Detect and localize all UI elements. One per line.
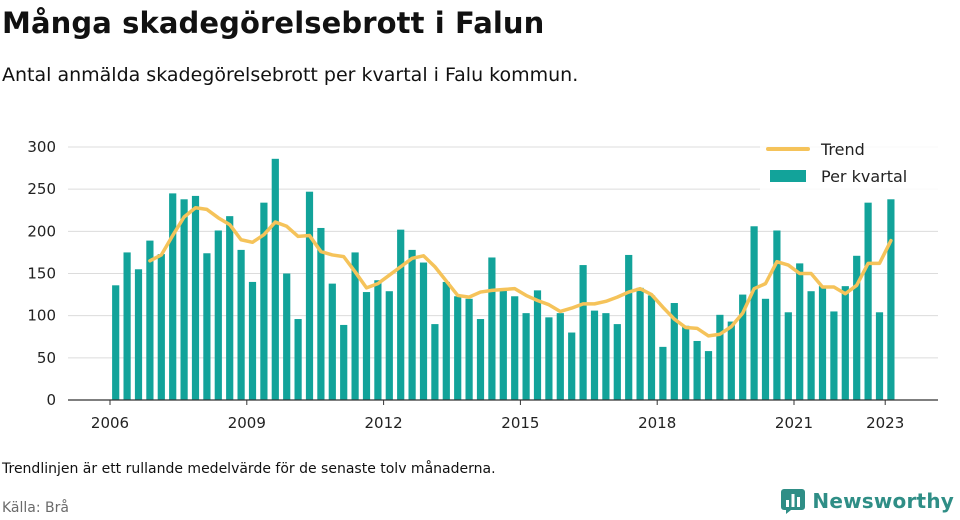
bar (191, 195, 200, 400)
bar (670, 303, 678, 400)
x-tick-label: 2021 (775, 414, 813, 432)
bar-series-per-kvartal (112, 158, 895, 400)
y-tick-label: 0 (46, 391, 56, 409)
bar (112, 285, 120, 400)
bar (636, 287, 644, 400)
bar (294, 319, 302, 400)
bar (739, 294, 747, 400)
bar (362, 292, 371, 400)
brand-name: Newsworthy (812, 489, 954, 513)
x-tick-label: 2023 (866, 414, 904, 432)
bar (283, 273, 291, 400)
bar (864, 202, 872, 400)
bar (214, 230, 222, 400)
bar (157, 254, 165, 400)
bar (146, 240, 154, 400)
bar (454, 296, 462, 400)
trend-line (148, 205, 893, 338)
bar (305, 191, 314, 400)
bar (123, 252, 131, 400)
bar (248, 281, 257, 400)
bar (590, 310, 599, 400)
chart-title: Många skadegörelsebrott i Falun (2, 6, 545, 40)
bar (568, 332, 576, 400)
bar (374, 280, 382, 400)
bar (134, 269, 143, 400)
bar (237, 249, 245, 400)
bar (488, 257, 496, 400)
bar (556, 313, 564, 400)
brand[interactable]: Newsworthy (780, 488, 954, 514)
legend-trend-label: Trend (820, 140, 865, 159)
x-tick-label: 2015 (501, 414, 539, 432)
bar-chart-logo-icon (781, 489, 806, 514)
x-tick-label: 2006 (91, 414, 129, 432)
y-tick-label: 50 (37, 349, 56, 367)
bar (385, 291, 393, 400)
bar (887, 199, 895, 400)
bar (773, 230, 781, 400)
bar (545, 317, 553, 400)
y-tick-label: 100 (27, 307, 56, 325)
bar (625, 254, 633, 400)
bar (328, 283, 336, 400)
bar (716, 314, 724, 400)
bar (169, 193, 177, 400)
bar (875, 312, 884, 400)
y-tick-label: 250 (27, 180, 56, 198)
bar (784, 312, 792, 400)
bar (613, 324, 621, 400)
bar (340, 324, 348, 400)
bar (511, 296, 519, 400)
trend-footnote: Trendlinjen är ett rullande medelvärde f… (2, 461, 496, 477)
bar (226, 216, 234, 400)
bar (203, 253, 211, 400)
bar (260, 202, 268, 400)
bar (431, 324, 439, 400)
bar (465, 298, 473, 400)
bar (647, 295, 656, 400)
x-tick-label: 2009 (228, 414, 266, 432)
bar (317, 227, 325, 400)
bar (408, 249, 416, 400)
bar (704, 351, 713, 400)
bar (419, 262, 428, 400)
bar (271, 158, 279, 400)
bar (761, 298, 770, 400)
bar (180, 199, 188, 400)
trend-line-series (148, 205, 893, 338)
bar (807, 291, 815, 400)
bar (853, 255, 861, 400)
bar (682, 325, 690, 400)
bar (579, 265, 587, 400)
bar (693, 340, 701, 400)
source-credit: Källa: Brå (2, 500, 69, 516)
bar (397, 229, 405, 400)
chart-subtitle: Antal anmälda skadegörelsebrott per kvar… (2, 64, 579, 86)
bar (659, 346, 667, 400)
bar (522, 313, 530, 400)
legend: Trend Per kvartal (760, 132, 942, 194)
bar (476, 319, 485, 400)
bar (727, 321, 735, 400)
bar (351, 252, 359, 400)
y-tick-label: 200 (27, 222, 56, 240)
bar (750, 226, 758, 400)
bar (602, 313, 610, 400)
bar (499, 290, 507, 400)
y-tick-label: 300 (27, 138, 56, 156)
y-tick-label: 150 (27, 265, 56, 283)
x-tick-label: 2018 (638, 414, 676, 432)
legend-per-kvartal-swatch (770, 170, 806, 182)
bar (830, 311, 838, 400)
bar (442, 281, 450, 400)
axes: 0 50 100 150 200 250 300 2006 2009 2012 2015 2018 20… (27, 138, 938, 432)
bar (796, 263, 804, 400)
bar (841, 286, 849, 400)
bar (818, 286, 827, 400)
bar (533, 290, 542, 400)
legend-per-kvartal-label: Per kvartal (821, 167, 907, 186)
x-tick-label: 2012 (365, 414, 403, 432)
